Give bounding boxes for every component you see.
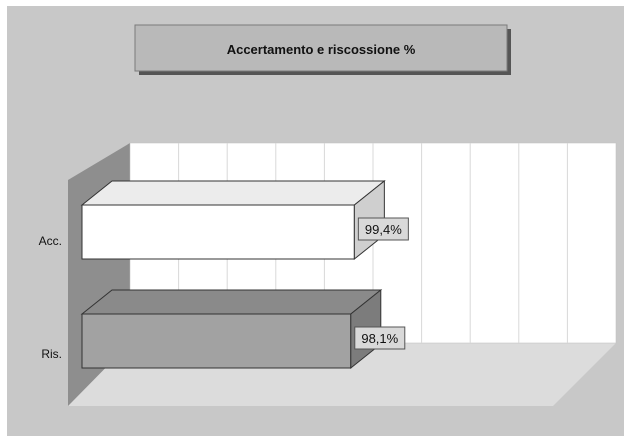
data-label-ris: 98,1% bbox=[361, 331, 398, 346]
title-box bbox=[134, 24, 508, 72]
category-label-acc: Acc. bbox=[39, 234, 62, 248]
chart-title: Accertamento e riscossione % bbox=[227, 42, 416, 57]
bar-acc bbox=[80, 179, 386, 261]
data-label-acc: 99,4% bbox=[365, 222, 402, 237]
bar-acc-front bbox=[81, 204, 355, 260]
data-label-ris-box bbox=[354, 326, 406, 350]
bar-ris-front bbox=[81, 313, 352, 369]
bar-ris-top bbox=[80, 289, 383, 315]
data-label-acc-box bbox=[357, 217, 409, 241]
bar-ris bbox=[80, 288, 383, 370]
category-label-ris: Ris. bbox=[41, 347, 62, 361]
bar-acc-top bbox=[80, 180, 386, 206]
